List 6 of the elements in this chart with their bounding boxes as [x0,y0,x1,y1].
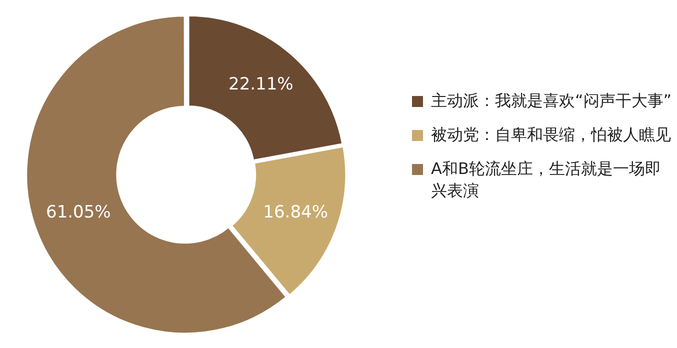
legend-label: 被动党：自卑和畏缩，怕被人瞧见 [431,124,671,146]
data-label: 16.84% [263,202,328,223]
legend-label: A和B轮流坐庄，生活就是一场即兴表演 [431,158,662,202]
data-label: 22.11% [228,74,294,95]
legend-label: 主动派：我就是喜欢“闷声干大事” [431,90,672,112]
data-label: 61.05% [46,202,111,223]
